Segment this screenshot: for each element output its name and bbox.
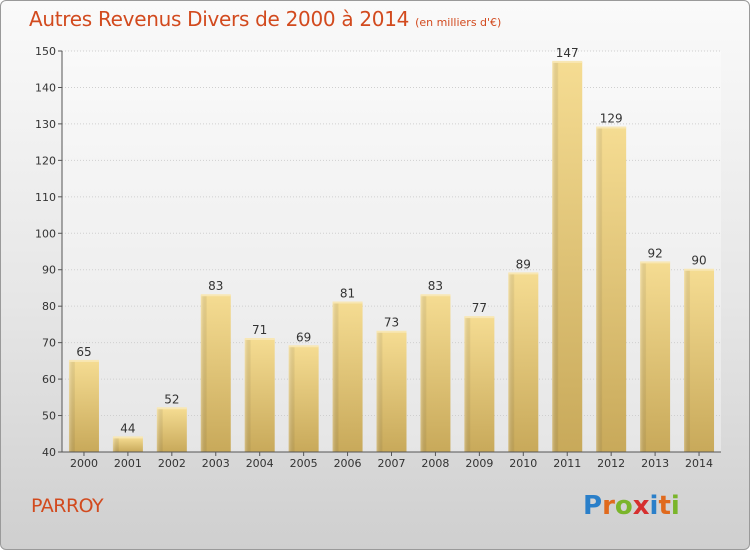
- bar-highlight: [508, 273, 515, 452]
- y-tick-label: 60: [42, 373, 56, 386]
- bar-highlight: [244, 338, 251, 452]
- town-name: PARROY: [31, 495, 104, 517]
- y-tick-label: 110: [35, 191, 56, 204]
- logo-letter: P: [583, 491, 603, 521]
- y-tick-label: 100: [35, 227, 56, 240]
- x-tick-label: 2008: [421, 457, 449, 470]
- y-tick-label: 140: [35, 81, 56, 94]
- bar-highlight: [552, 61, 559, 452]
- bar-highlight: [596, 127, 603, 453]
- chart-title-text: Autres Revenus Divers de 2000 à 2014: [29, 7, 410, 31]
- x-tick-label: 2001: [114, 457, 142, 470]
- x-tick-label: 2014: [685, 457, 713, 470]
- bar-highlight: [420, 295, 427, 452]
- data-label: 65: [76, 345, 91, 359]
- data-label: 89: [516, 257, 531, 271]
- y-tick-label: 130: [35, 118, 56, 131]
- x-tick-label: 2002: [158, 457, 186, 470]
- data-label: 147: [556, 46, 579, 60]
- bar: [112, 437, 143, 452]
- data-label: 44: [120, 421, 135, 435]
- y-tick-label: 150: [35, 45, 56, 58]
- x-tick-label: 2006: [334, 457, 362, 470]
- x-tick-label: 2007: [378, 457, 406, 470]
- logo-letter: x: [632, 491, 650, 521]
- data-label: 129: [600, 112, 623, 126]
- bar-highlight: [376, 331, 383, 452]
- data-label: 73: [384, 316, 399, 330]
- data-label: 83: [208, 279, 223, 293]
- y-tick-label: 50: [42, 410, 56, 423]
- bar-highlight: [68, 360, 75, 452]
- axis-layer: 40 50 60 70 80 90 100 110 120 130 140 150 2000 2001 20…: [35, 45, 721, 470]
- x-tick-label: 2004: [246, 457, 274, 470]
- bar-highlight: [200, 295, 207, 452]
- data-label: 90: [691, 254, 706, 268]
- y-tick-label: 40: [42, 446, 56, 459]
- bar-highlight: [464, 317, 471, 452]
- y-tick-label: 80: [42, 300, 56, 313]
- data-label: 81: [340, 287, 355, 301]
- y-tick-label: 90: [42, 264, 56, 277]
- x-tick-label: 2003: [202, 457, 230, 470]
- bar-highlight: [156, 408, 163, 452]
- bar-highlight: [288, 346, 295, 452]
- data-label: 69: [296, 330, 311, 344]
- data-label: 77: [472, 301, 487, 315]
- data-label: 92: [647, 246, 662, 260]
- bars-layer: 65 44 52 83 71 69 81 73 83 77 89 147 129 92 90: [68, 46, 715, 453]
- x-tick-label: 2012: [597, 457, 625, 470]
- logo-letter: i: [649, 491, 659, 521]
- x-tick-label: 2000: [70, 457, 98, 470]
- y-tick-label: 120: [35, 154, 56, 167]
- x-tick-label: 2013: [641, 457, 669, 470]
- logo-letter: r: [602, 491, 615, 521]
- bar-highlight: [112, 437, 119, 452]
- x-tick-label: 2011: [553, 457, 581, 470]
- x-tick-label: 2010: [509, 457, 537, 470]
- x-tick-label: 2009: [465, 457, 493, 470]
- chart-title: Autres Revenus Divers de 2000 à 2014 (en …: [29, 7, 501, 31]
- chart-unit-note: (en milliers d'€): [415, 16, 502, 29]
- logo-letter: i: [670, 491, 680, 521]
- y-tick-label: 70: [42, 337, 56, 350]
- data-label: 71: [252, 323, 267, 337]
- proxiti-logo[interactable]: Proxiti: [583, 491, 680, 521]
- bar-highlight: [640, 262, 647, 452]
- bar-highlight: [684, 269, 691, 452]
- logo-letter: o: [614, 491, 633, 521]
- bar-highlight: [332, 302, 339, 452]
- x-tick-label: 2005: [290, 457, 318, 470]
- data-label: 83: [428, 279, 443, 293]
- logo-letter: t: [658, 491, 671, 521]
- data-label: 52: [164, 392, 179, 406]
